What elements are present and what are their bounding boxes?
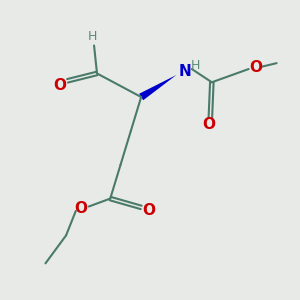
Text: O: O <box>142 203 155 218</box>
Text: O: O <box>202 118 215 133</box>
Text: O: O <box>54 78 67 93</box>
Text: H: H <box>191 59 200 72</box>
Text: O: O <box>74 201 87 216</box>
Text: H: H <box>88 29 97 43</box>
Polygon shape <box>139 75 176 100</box>
Text: O: O <box>250 60 262 75</box>
Text: N: N <box>178 64 191 79</box>
